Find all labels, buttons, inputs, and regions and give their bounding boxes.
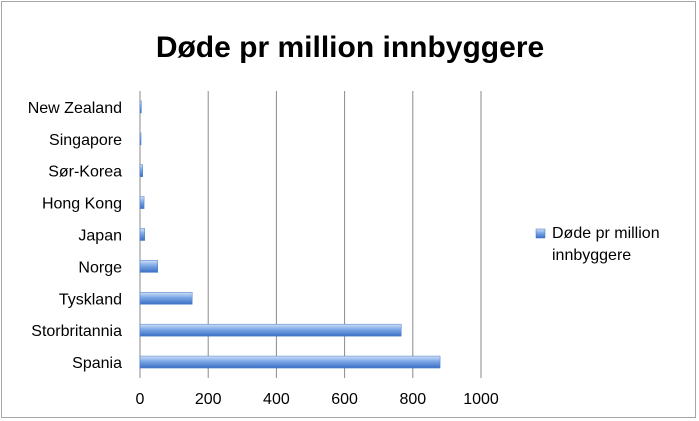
category-label: Norge <box>78 259 122 276</box>
category-labels: New Zealand Singapore Sør-Korea Hong Kong Ja… <box>28 100 122 372</box>
chart-title: Døde pr million innbyggere <box>156 31 544 64</box>
bar <box>139 228 146 241</box>
bar <box>139 260 158 273</box>
bar <box>139 292 193 305</box>
bar <box>139 100 142 114</box>
bar <box>139 196 145 209</box>
category-label: Hong Kong <box>42 196 122 213</box>
bar <box>139 323 402 337</box>
category-label: Storbritannia <box>31 323 122 340</box>
x-tick-label: 0 <box>136 391 145 408</box>
category-label: Japan <box>78 228 122 245</box>
legend: Døde pr million innbyggere <box>535 225 660 264</box>
x-tick-label: 800 <box>399 391 426 408</box>
x-tick-label: 200 <box>195 391 222 408</box>
bar <box>139 355 441 369</box>
x-tick-labels: 0 200 400 600 800 1000 <box>136 391 499 408</box>
legend-swatch <box>535 228 546 239</box>
x-tick-label: 600 <box>331 391 358 408</box>
category-label: Sør-Korea <box>48 164 122 181</box>
bar <box>139 132 142 146</box>
x-tick-label: 1000 <box>463 391 499 408</box>
category-label: New Zealand <box>28 100 122 117</box>
category-label: Singapore <box>49 132 122 149</box>
x-tick-label: 400 <box>263 391 290 408</box>
bar <box>139 164 143 177</box>
bars <box>139 100 441 369</box>
category-label: Spania <box>72 355 122 372</box>
legend-label: Døde pr million innbyggere <box>552 225 660 264</box>
category-label: Tyskland <box>59 291 122 308</box>
